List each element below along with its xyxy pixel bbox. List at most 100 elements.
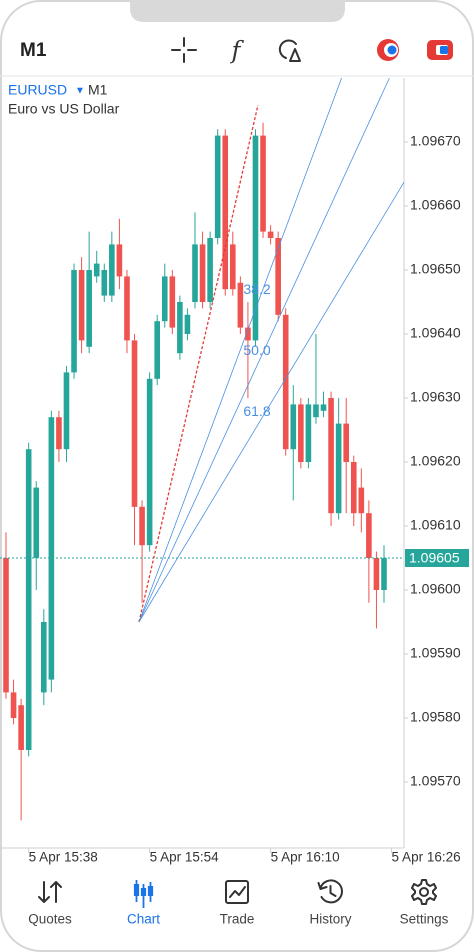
current-price-label: 1.09605 bbox=[409, 550, 460, 566]
nav-label[interactable]: Quotes bbox=[28, 912, 72, 927]
y-tick-label: 1.09640 bbox=[410, 325, 461, 341]
current-price-tag bbox=[405, 549, 469, 567]
fib-level-label: 50.0 bbox=[243, 342, 270, 358]
nav-label[interactable]: Chart bbox=[127, 912, 160, 927]
candle-body bbox=[320, 404, 327, 411]
fib-fan-line bbox=[138, 77, 342, 623]
account-button[interactable] bbox=[377, 39, 399, 61]
icon bbox=[38, 881, 62, 903]
notch bbox=[130, 0, 345, 22]
nav-label[interactable]: History bbox=[309, 912, 351, 927]
nav-item[interactable]: Quotes bbox=[28, 881, 72, 927]
candle-body bbox=[41, 622, 47, 693]
timeframe-button[interactable]: M1 bbox=[20, 40, 47, 61]
candle-body bbox=[290, 404, 297, 450]
candle-body bbox=[3, 558, 9, 693]
y-tick-label: 1.09610 bbox=[410, 517, 461, 533]
candle-body bbox=[366, 513, 372, 558]
candle-body bbox=[335, 423, 342, 514]
candle-body bbox=[214, 135, 221, 238]
candle-body bbox=[48, 417, 55, 680]
trend-line bbox=[138, 104, 259, 623]
candle-body bbox=[78, 270, 85, 341]
x-tick-label: 5 Apr 16:26 bbox=[392, 850, 461, 865]
candle-body bbox=[260, 135, 266, 232]
candle-body bbox=[282, 314, 289, 450]
fib-fan-line bbox=[138, 77, 390, 623]
objects-button[interactable] bbox=[278, 39, 301, 62]
candle-body bbox=[18, 705, 24, 750]
icon bbox=[147, 886, 154, 896]
candle-body bbox=[252, 135, 259, 341]
y-tick-label: 1.09670 bbox=[410, 133, 461, 149]
candle-body bbox=[358, 487, 365, 514]
y-tick-label: 1.09630 bbox=[410, 389, 461, 405]
candle-body bbox=[207, 238, 213, 302]
y-tick-label: 1.09570 bbox=[410, 773, 461, 789]
candle-body bbox=[25, 449, 32, 750]
bottom-nav: Quotes Chart Trade History Settings bbox=[28, 879, 449, 927]
candle-body bbox=[124, 276, 130, 341]
candle-body bbox=[101, 270, 108, 296]
candle-body bbox=[71, 270, 77, 373]
x-tick-label: 5 Apr 15:54 bbox=[150, 850, 220, 865]
icon bbox=[225, 880, 249, 904]
plot: 1.09670 1.09660 1.09650 1.09640 1.09630 1.096… bbox=[0, 77, 469, 865]
candle-body bbox=[10, 692, 17, 718]
candle-body bbox=[169, 276, 176, 328]
candle-body bbox=[373, 558, 380, 590]
y-tick-label: 1.09660 bbox=[410, 197, 461, 213]
nav-item[interactable]: History bbox=[309, 879, 352, 927]
candle-body bbox=[343, 423, 349, 462]
nav-item[interactable]: Trade bbox=[220, 880, 255, 927]
candle-body bbox=[275, 238, 281, 315]
fib-fan-line bbox=[138, 181, 405, 623]
symbol[interactable]: EURUSD bbox=[8, 82, 67, 98]
x-tick-label: 5 Apr 16:10 bbox=[271, 850, 340, 865]
candle-body bbox=[184, 314, 191, 334]
y-tick-label: 1.09590 bbox=[410, 645, 461, 661]
icon bbox=[140, 888, 147, 896]
candle-body bbox=[230, 244, 236, 290]
trade-button[interactable] bbox=[427, 40, 453, 60]
candle-body bbox=[63, 372, 70, 450]
candle-body bbox=[177, 302, 183, 354]
fib-level-label: 61.8 bbox=[243, 403, 270, 419]
candle-body bbox=[381, 558, 387, 590]
symbol-dropdown[interactable]: ▼ bbox=[75, 86, 85, 97]
chart-timeframe: M1 bbox=[88, 82, 108, 98]
candle-body bbox=[146, 378, 153, 546]
nav-item[interactable]: Settings bbox=[400, 879, 449, 927]
y-tick-label: 1.09620 bbox=[410, 453, 461, 469]
candle-body bbox=[192, 244, 198, 302]
candle-body bbox=[86, 270, 92, 347]
symbol-description: Euro vs US Dollar bbox=[8, 101, 120, 117]
y-tick-label: 1.09580 bbox=[410, 709, 461, 725]
candle-body bbox=[139, 506, 145, 546]
fib-level-label: 38.2 bbox=[243, 281, 270, 297]
x-tick-label: 5 Apr 15:38 bbox=[29, 850, 98, 865]
nav-item[interactable]: Chart bbox=[127, 880, 160, 927]
nav-label[interactable]: Settings bbox=[400, 912, 449, 927]
icon bbox=[133, 884, 140, 896]
candle-body bbox=[237, 282, 244, 328]
y-tick-label: 1.09650 bbox=[410, 261, 461, 277]
candle-body bbox=[350, 462, 357, 514]
icon bbox=[229, 886, 246, 898]
candle-body bbox=[131, 340, 138, 507]
candle-body bbox=[313, 404, 319, 418]
icon bbox=[411, 879, 437, 905]
candle-body bbox=[109, 244, 115, 296]
candle-body bbox=[161, 276, 168, 322]
candle-body bbox=[93, 263, 100, 277]
candle-body bbox=[245, 327, 251, 341]
candle-body bbox=[56, 417, 62, 450]
nav-label[interactable]: Trade bbox=[220, 912, 255, 927]
candle-body bbox=[116, 244, 123, 277]
candle-body bbox=[298, 404, 304, 462]
icon bbox=[317, 879, 343, 904]
crosshair-button[interactable] bbox=[171, 37, 197, 63]
candle-body bbox=[199, 244, 206, 302]
